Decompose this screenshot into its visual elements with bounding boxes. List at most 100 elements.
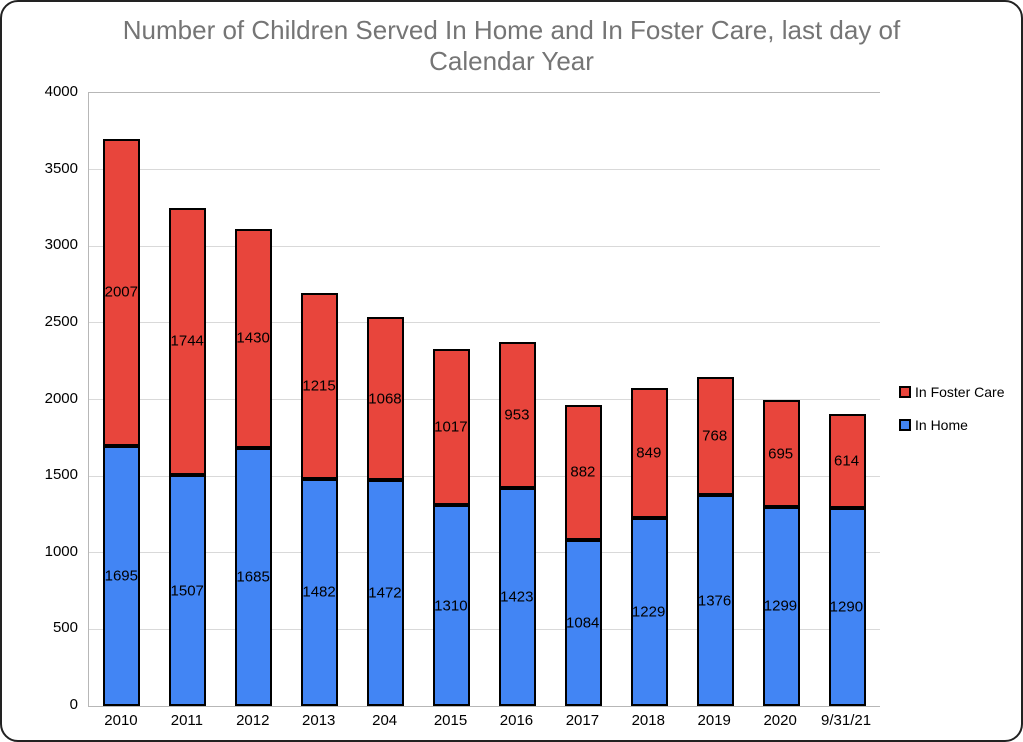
bar-group-2019: 1376 768 — [696, 93, 734, 706]
y-tick-1500: 1500 — [44, 466, 78, 484]
legend-label-in-foster-care: In Foster Care — [915, 384, 1005, 400]
bar-segment-in-home-2013: 1482 — [301, 478, 339, 706]
legend-item-in-home: In Home — [899, 417, 1004, 433]
gridline-2000 — [89, 399, 880, 400]
bar-group-2013: 1482 1215 — [301, 93, 339, 706]
data-label-in-foster-care-2010: 2007 — [104, 283, 138, 301]
bar-segment-in-foster-care-2019: 768 — [696, 377, 734, 496]
chart-title: Number of Children Served In Home and In… — [62, 15, 962, 77]
data-label-in-foster-care-2011: 1744 — [170, 332, 204, 350]
bar-group-9/31/21: 1290 614 — [828, 93, 866, 706]
bar-segment-in-home-9/31/21: 1290 — [828, 508, 866, 706]
bar-segment-in-foster-care-204: 1068 — [367, 316, 405, 481]
data-label-in-foster-care-2019: 768 — [702, 427, 728, 445]
in-home-swatch-icon — [899, 419, 911, 431]
x-tick-2015: 2015 — [433, 712, 468, 729]
bar-group-2010: 1695 2007 — [103, 93, 141, 706]
gridline-2500 — [89, 322, 880, 324]
data-label-in-foster-care-2012: 1430 — [236, 329, 270, 347]
data-label-in-home-2015: 1310 — [434, 597, 468, 615]
bar-segment-in-foster-care-2010: 2007 — [103, 138, 141, 447]
data-label-in-home-2013: 1482 — [302, 583, 336, 601]
plot-area: 1695 2007 1507 1744 1685 1430 1482 1215 1472 1068… — [88, 92, 880, 707]
data-label-in-foster-care-9/31/21: 614 — [834, 452, 860, 470]
data-label-in-foster-care-2017: 882 — [570, 463, 596, 481]
data-label-in-home-2019: 1376 — [697, 592, 732, 610]
data-label-in-foster-care-2016: 953 — [504, 406, 530, 424]
x-tick-2011: 2011 — [170, 712, 204, 729]
data-label-in-home-2018: 1229 — [631, 603, 666, 621]
data-label-in-home-2010: 1695 — [104, 567, 138, 585]
gridline-3500 — [89, 169, 880, 171]
chart-title-line2: Calendar Year — [429, 46, 594, 76]
x-tick-2017: 2017 — [565, 712, 600, 729]
bar-segment-in-foster-care-2011: 1744 — [169, 207, 207, 476]
bar-group-2011: 1507 1744 — [169, 93, 207, 706]
data-label-in-foster-care-2020: 695 — [768, 445, 794, 463]
bar-segment-in-home-2012: 1685 — [235, 447, 273, 706]
y-tick-2500: 2500 — [44, 312, 78, 330]
y-axis-labels: 0 500 1000 1500 2000 2500 3000 3500 4000 — [2, 83, 78, 713]
data-label-in-home-2016: 1423 — [500, 588, 534, 606]
gridline-3000 — [89, 245, 880, 247]
bar-segment-in-home-2016: 1423 — [498, 487, 536, 706]
bar-segment-in-foster-care-2020: 695 — [762, 400, 800, 507]
bar-group-2020: 1299 695 — [762, 93, 800, 706]
bar-segment-in-home-2020: 1299 — [762, 506, 800, 706]
bar-segment-in-home-2010: 1695 — [103, 446, 141, 706]
y-tick-2000: 2000 — [44, 389, 78, 407]
bar-segment-in-home-2017: 1084 — [564, 539, 602, 706]
x-tick-204: 204 — [372, 712, 398, 729]
bar-group-2015: 1310 1017 — [433, 93, 471, 706]
bar-segment-in-home-2011: 1507 — [169, 475, 207, 706]
gridline-500 — [89, 628, 880, 630]
bar-segment-in-foster-care-9/31/21: 614 — [828, 414, 866, 509]
legend: In Foster Care In Home — [899, 384, 1004, 450]
data-label-in-home-204: 1472 — [368, 584, 402, 602]
chart-title-line1: Number of Children Served In Home and In… — [122, 15, 901, 45]
gridline-1500 — [89, 475, 880, 477]
y-tick-500: 500 — [52, 619, 78, 637]
bar-segment-in-home-2019: 1376 — [696, 495, 734, 706]
bar-group-204: 1472 1068 — [367, 93, 405, 706]
gridline-1000 — [89, 552, 880, 554]
x-tick-2018: 2018 — [631, 712, 665, 729]
y-tick-1000: 1000 — [44, 542, 78, 560]
data-label-in-home-9/31/21: 1290 — [829, 598, 864, 616]
bar-group-2017: 1084 882 — [564, 93, 602, 706]
x-tick-2019: 2019 — [697, 712, 731, 729]
bar-segment-in-home-204: 1472 — [367, 480, 405, 706]
data-label-in-foster-care-2018: 849 — [636, 444, 662, 462]
bar-segment-in-foster-care-2013: 1215 — [301, 292, 339, 479]
data-label-in-home-2011: 1507 — [170, 582, 204, 600]
bar-segment-in-foster-care-2018: 849 — [630, 387, 668, 518]
y-tick-3000: 3000 — [44, 236, 78, 254]
y-tick-4000: 4000 — [44, 83, 78, 100]
x-tick-9/31/21: 9/31/21 — [821, 712, 872, 729]
bar-segment-in-foster-care-2017: 882 — [564, 404, 602, 540]
data-label-in-home-2012: 1685 — [236, 568, 270, 586]
x-tick-2016: 2016 — [499, 712, 534, 729]
bar-segment-in-home-2015: 1310 — [433, 505, 471, 706]
y-tick-3500: 3500 — [44, 159, 78, 177]
bar-segment-in-home-2018: 1229 — [630, 517, 668, 706]
bar-segment-in-foster-care-2016: 953 — [498, 341, 536, 488]
x-tick-2012: 2012 — [236, 712, 270, 729]
x-tick-2013: 2013 — [302, 712, 336, 729]
data-label-in-home-2020: 1299 — [763, 597, 798, 615]
bar-segment-in-foster-care-2012: 1430 — [235, 228, 273, 448]
bar-segment-in-foster-care-2015: 1017 — [433, 349, 471, 506]
foster-care-swatch-icon — [899, 386, 911, 398]
bar-group-2012: 1685 1430 — [235, 93, 273, 706]
x-axis-labels: 2010 2011 2012 2013 204 2015 2016 2017 2018 2019 2… — [88, 712, 879, 736]
data-label-in-foster-care-2013: 1215 — [302, 377, 336, 395]
legend-label-in-home: In Home — [915, 417, 968, 433]
data-label-in-home-2017: 1084 — [566, 614, 600, 632]
data-label-in-foster-care-2015: 1017 — [434, 418, 468, 436]
bar-group-2016: 1423 953 — [498, 93, 536, 706]
data-label-in-foster-care-204: 1068 — [368, 390, 402, 408]
x-tick-2010: 2010 — [104, 712, 138, 729]
legend-item-in-foster-care: In Foster Care — [899, 384, 1004, 400]
y-tick-0: 0 — [69, 696, 78, 713]
